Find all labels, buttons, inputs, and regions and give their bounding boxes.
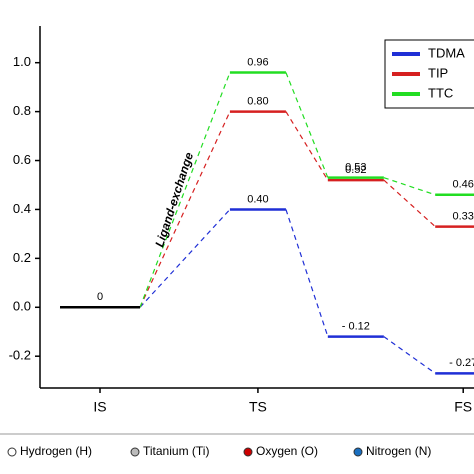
connector	[139, 72, 231, 308]
connector	[285, 72, 329, 178]
connector	[139, 209, 231, 308]
value-label: 0.33	[452, 210, 473, 222]
atom-label: Titanium (Ti)	[143, 444, 209, 458]
atom-marker	[243, 447, 253, 457]
value-label: 0.52	[345, 164, 366, 176]
legend-label: TIP	[428, 65, 448, 80]
value-label: 0	[97, 291, 103, 303]
connector	[285, 111, 329, 181]
connector	[383, 179, 436, 228]
x-tick-label: IS	[93, 399, 106, 415]
y-tick-label: -0.2	[9, 348, 31, 363]
x-tick-label: TS	[249, 399, 267, 415]
connector	[285, 209, 329, 337]
connector	[383, 336, 436, 374]
legend-label: TTC	[428, 85, 453, 100]
x-tick-label: FS	[454, 399, 472, 415]
y-tick-label: 0.2	[13, 250, 31, 265]
value-label: 0.40	[247, 193, 268, 205]
connector	[383, 177, 436, 196]
legend-label: TDMA	[428, 45, 465, 60]
y-tick-label: 1.0	[13, 54, 31, 69]
atom-label: Oxygen (O)	[256, 444, 318, 458]
value-label: 0.46	[452, 179, 473, 191]
value-label: 0.96	[247, 56, 268, 68]
value-label: - 0.27	[449, 357, 474, 369]
value-label: 0.80	[247, 96, 268, 108]
atom-marker	[7, 447, 17, 457]
value-label: - 0.12	[342, 321, 370, 333]
y-tick-label: 0.4	[13, 201, 31, 216]
atom-marker	[130, 447, 140, 457]
connector	[139, 111, 231, 308]
y-tick-label: 0.6	[13, 152, 31, 167]
y-tick-label: 0.0	[13, 299, 31, 314]
value-label: 0.53	[345, 162, 366, 174]
y-tick-label: 0.8	[13, 103, 31, 118]
atom-marker	[353, 447, 363, 457]
atom-label: Hydrogen (H)	[20, 444, 92, 458]
atom-label: Nitrogen (N)	[366, 444, 431, 458]
